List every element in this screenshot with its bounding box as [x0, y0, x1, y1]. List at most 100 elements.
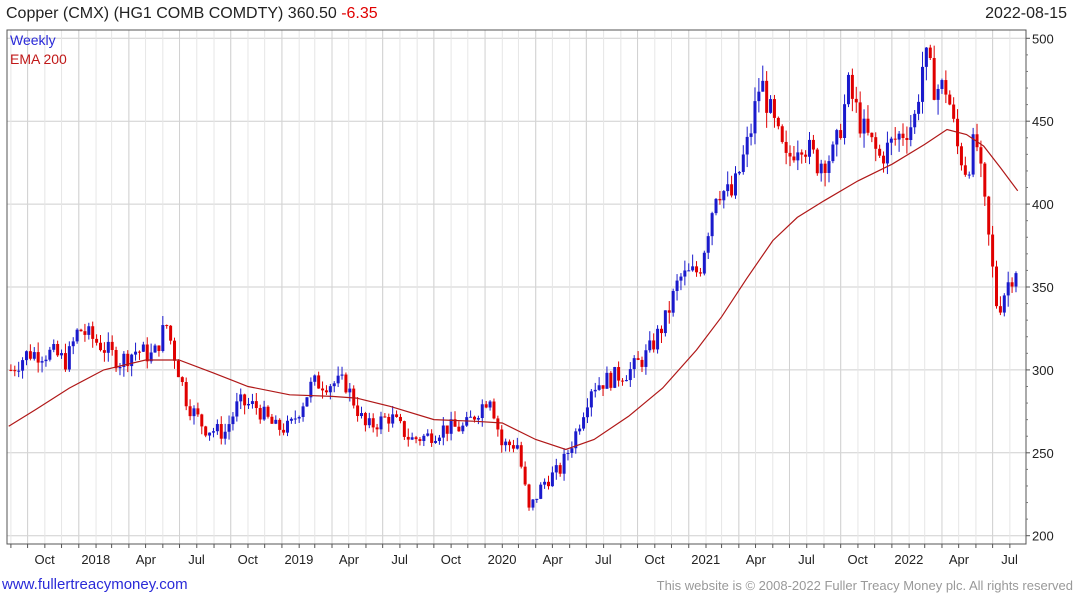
- candle-body: [601, 385, 605, 389]
- candle-body: [1010, 282, 1014, 287]
- x-tick-label: Jul: [391, 552, 408, 567]
- candle-body: [979, 147, 983, 164]
- candle-body: [878, 148, 882, 156]
- candle-body: [17, 370, 21, 372]
- candle-body: [948, 94, 952, 105]
- candle-body: [695, 266, 699, 273]
- candle-body: [141, 344, 145, 352]
- candle-body: [558, 465, 562, 474]
- candle-body: [40, 361, 44, 363]
- candle-body: [574, 431, 578, 449]
- candle-body: [192, 408, 196, 417]
- candle-body: [621, 380, 625, 382]
- x-tick-label: Jul: [188, 552, 205, 567]
- candle-body: [570, 448, 574, 453]
- candle-body: [508, 441, 512, 446]
- candle-body: [243, 394, 247, 406]
- candle-body: [215, 424, 219, 432]
- candle-body: [137, 351, 141, 353]
- candle-body: [784, 141, 788, 153]
- candle-body: [885, 142, 889, 164]
- candle-body: [402, 421, 406, 437]
- candle-body: [375, 427, 379, 430]
- candle-body: [32, 352, 36, 359]
- site-link[interactable]: www.fullertreacymoney.com: [2, 576, 188, 593]
- candle-body: [991, 234, 995, 267]
- candle-body: [418, 439, 422, 442]
- candle-body: [679, 276, 683, 281]
- candle-body: [792, 156, 796, 161]
- candle-body: [870, 132, 874, 138]
- candle-body: [250, 401, 254, 404]
- candle-body: [504, 441, 508, 446]
- copyright-notice: This website is © 2008-2022 Fuller Treac…: [656, 578, 1073, 593]
- candle-body: [500, 429, 504, 446]
- candle-body: [897, 133, 901, 140]
- candle-body: [605, 372, 609, 389]
- candle-body: [180, 377, 184, 383]
- candle-body: [328, 386, 332, 393]
- x-tick-label: Apr: [339, 552, 360, 567]
- candle-body: [761, 80, 765, 92]
- candle-body: [788, 152, 792, 157]
- candle-body: [745, 136, 749, 155]
- candle-body: [235, 401, 239, 417]
- candle-body: [772, 99, 776, 118]
- candle-body: [667, 310, 671, 313]
- candle-body: [959, 146, 963, 166]
- candle-body: [652, 340, 656, 350]
- candle-body: [632, 358, 636, 370]
- candle-body: [445, 425, 449, 434]
- candle-body: [332, 383, 336, 387]
- chart-title: Copper (CMX) (HG1 COMB COMDTY) 360.50 -6…: [6, 5, 378, 23]
- candle-body: [437, 437, 441, 441]
- candle-body: [285, 420, 289, 433]
- x-tick-label: 2021: [691, 552, 720, 567]
- candle-body: [733, 173, 737, 196]
- ema-line: [8, 128, 1019, 451]
- candle-body: [928, 47, 932, 59]
- candle-body: [917, 101, 921, 114]
- candle-body: [987, 196, 991, 235]
- candle-body: [687, 270, 691, 272]
- candle-body: [363, 413, 367, 426]
- candle-body: [714, 198, 718, 214]
- candle-body: [480, 404, 484, 419]
- candle-body: [204, 426, 208, 436]
- candle-body: [741, 154, 745, 172]
- candle-body: [63, 353, 67, 370]
- candle-body: [398, 416, 402, 422]
- candle-body: [165, 325, 169, 327]
- x-tick-label: Oct: [644, 552, 665, 567]
- x-tick-label: 2019: [284, 552, 313, 567]
- grid: [7, 30, 1026, 544]
- candle-body: [858, 102, 862, 134]
- candle-body: [348, 388, 352, 393]
- candle-body: [846, 74, 850, 105]
- candle-body: [737, 171, 741, 174]
- candle-body: [769, 99, 773, 113]
- candle-body: [765, 80, 769, 113]
- candle-body: [153, 345, 157, 353]
- candle-body: [753, 101, 757, 134]
- candle-body: [367, 418, 371, 426]
- candle-body: [95, 338, 99, 343]
- x-tick-label: Jul: [595, 552, 612, 567]
- candle-body: [449, 419, 453, 434]
- candle-body: [730, 184, 734, 196]
- candle-body: [87, 326, 91, 335]
- x-tick-label: Oct: [848, 552, 869, 567]
- candle-body: [675, 280, 679, 292]
- candle-body: [122, 353, 126, 368]
- x-tick-label: Apr: [949, 552, 970, 567]
- candle-body: [247, 403, 251, 406]
- x-tick-label: Oct: [441, 552, 462, 567]
- candle-body: [336, 375, 340, 384]
- x-tick-label: Oct: [34, 552, 55, 567]
- candle-body: [527, 484, 531, 508]
- candle-body: [184, 382, 188, 407]
- candle-body: [940, 80, 944, 89]
- candle-body: [702, 252, 706, 274]
- candle-body: [862, 118, 866, 134]
